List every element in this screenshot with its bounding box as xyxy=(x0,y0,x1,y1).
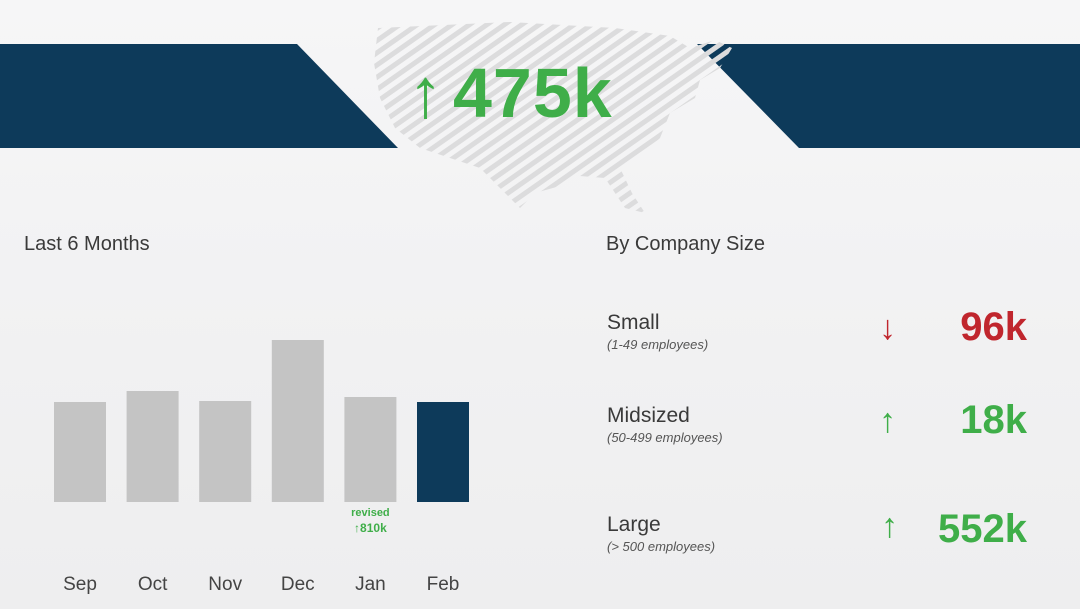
up-arrow-icon: ↑ xyxy=(879,402,896,440)
bar-oct xyxy=(126,391,179,502)
last-six-months-title: Last 6 Months xyxy=(24,233,150,255)
revised-label: revised xyxy=(351,507,390,519)
company-size-small: Small (1-49 employees) ↓ 96k xyxy=(607,305,1047,371)
banner-right xyxy=(697,44,1080,148)
x-tick-label: Dec xyxy=(281,574,315,595)
size-subtitle: (> 500 employees) xyxy=(607,539,716,554)
banner-left xyxy=(0,44,398,148)
size-subtitle: (50-499 employees) xyxy=(607,430,723,445)
up-arrow-icon: ↑ xyxy=(408,54,443,132)
size-value: 18k xyxy=(960,398,1027,442)
headline-total: ↑ 475k xyxy=(408,48,613,138)
size-value: 552k xyxy=(938,507,1027,551)
x-tick-label: Feb xyxy=(427,574,460,595)
company-size-midsized: Midsized (50-499 employees) ↑ 18k xyxy=(607,398,1047,464)
headline-value: 475k xyxy=(453,54,613,132)
size-value: 96k xyxy=(960,305,1027,349)
down-arrow-icon: ↓ xyxy=(879,309,896,347)
x-tick-label: Nov xyxy=(208,574,242,595)
x-tick-label: Oct xyxy=(138,574,168,595)
size-name: Small xyxy=(607,311,660,334)
us-map-graphic xyxy=(374,22,732,213)
size-subtitle: (1-49 employees) xyxy=(607,337,709,352)
size-name: Large xyxy=(607,513,661,536)
last-six-months-chart: Sep Oct Nov Dec Jan revised ↑810k Feb xyxy=(54,340,469,595)
up-arrow-icon: ↑ xyxy=(881,507,898,545)
bar-jan xyxy=(344,397,397,502)
size-name: Midsized xyxy=(607,404,690,427)
company-size-title: By Company Size xyxy=(606,233,765,255)
revised-value: ↑810k xyxy=(354,521,387,535)
bar-sep xyxy=(54,402,106,502)
x-tick-label: Jan xyxy=(355,574,386,595)
bar-feb xyxy=(417,402,469,502)
company-size-large: Large (> 500 employees) ↑ 552k xyxy=(607,507,1047,573)
bar-dec xyxy=(271,340,324,502)
x-tick-label: Sep xyxy=(63,574,97,595)
bar-nov xyxy=(199,401,252,502)
